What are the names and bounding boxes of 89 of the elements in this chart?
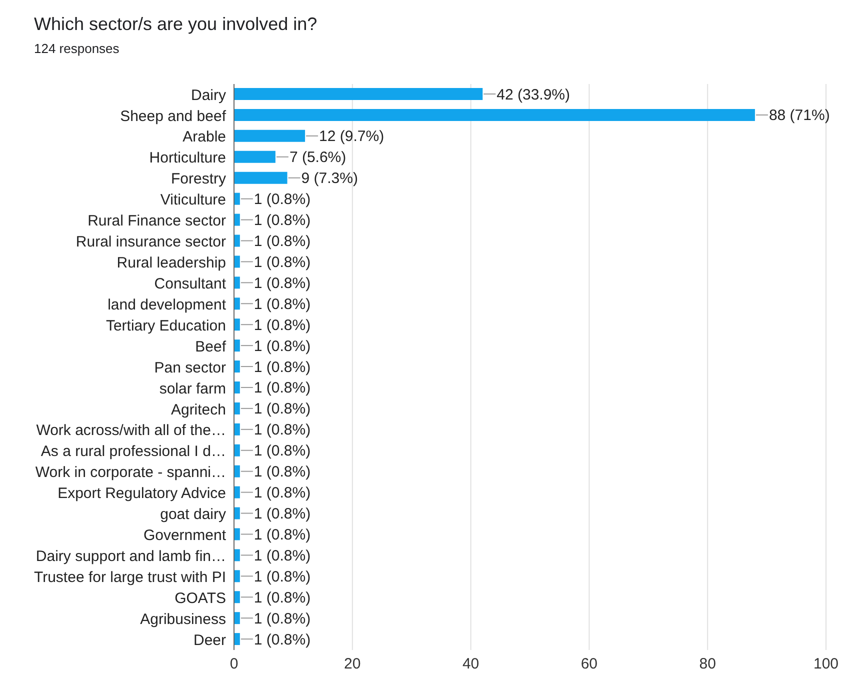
- data-label: 9 (7.3%): [301, 170, 358, 188]
- y-tick-label: Rural Finance sector: [88, 212, 226, 230]
- y-tick-label: Trustee for large trust with PI: [34, 568, 226, 586]
- y-tick-label: Export Regulatory Advice: [58, 485, 226, 502]
- y-tick-label: Sheep and beef: [120, 108, 227, 125]
- y-tick-label: Forestry: [170, 170, 226, 188]
- bar: [234, 360, 240, 373]
- data-label: 1 (0.8%): [254, 442, 311, 460]
- y-tick-label: Arable: [182, 128, 226, 146]
- data-label: 88 (71%): [768, 107, 830, 124]
- data-label: 1 (0.8%): [254, 526, 311, 544]
- bar: [234, 528, 240, 540]
- bar: [234, 612, 240, 624]
- bar: [234, 423, 240, 436]
- y-tick-label: Work across/with all of the…: [36, 422, 226, 440]
- data-label: 1 (0.8%): [254, 484, 311, 502]
- y-tick-label: Government: [143, 527, 227, 544]
- x-tick-label: 100: [813, 656, 839, 673]
- chart-title: Which sector/s are you involved in?: [34, 14, 318, 35]
- y-tick-label: Rural insurance sector: [76, 234, 226, 251]
- bar: [234, 549, 240, 562]
- x-tick-label: 0: [230, 656, 238, 673]
- y-tick-label: Dairy support and lamb fin…: [36, 548, 226, 565]
- bar: [234, 214, 240, 226]
- y-tick-label: As a rural professional I d…: [40, 443, 226, 460]
- bar: [234, 381, 240, 394]
- y-tick-label: Consultant: [154, 275, 227, 292]
- data-label: 1 (0.8%): [254, 400, 311, 418]
- y-tick-label: GOATS: [174, 590, 226, 607]
- data-label: 1 (0.8%): [254, 296, 311, 313]
- y-tick-label: Pan sector: [154, 359, 226, 376]
- data-label: 1 (0.8%): [254, 358, 311, 376]
- y-tick-label: solar farm: [159, 380, 226, 398]
- bar: [234, 591, 240, 604]
- x-tick-label: 40: [462, 656, 480, 673]
- data-label: 1 (0.8%): [254, 338, 311, 355]
- data-label: 1 (0.8%): [254, 380, 311, 397]
- x-tick-label: 80: [699, 656, 716, 673]
- data-label: 1 (0.8%): [254, 232, 311, 250]
- bar: [234, 192, 240, 205]
- bar: [234, 276, 240, 289]
- y-tick-label: Beef: [195, 338, 227, 356]
- bar: [234, 340, 240, 352]
- y-tick-label: Deer: [193, 632, 226, 649]
- bar: [234, 130, 306, 142]
- data-label: 1 (0.8%): [254, 547, 311, 564]
- y-tick-label: Tertiary Education: [106, 317, 226, 334]
- data-label: 7 (5.6%): [289, 149, 346, 166]
- y-tick-label: land development: [108, 296, 227, 314]
- bar: [234, 172, 288, 184]
- bar: [234, 234, 240, 247]
- y-tick-label: Work in corporate - spanni…: [35, 464, 226, 482]
- data-label: 1 (0.8%): [254, 254, 311, 271]
- data-label: 12 (9.7%): [319, 128, 384, 146]
- y-tick-label: Dairy: [190, 86, 226, 104]
- x-tick-label: 60: [580, 656, 598, 673]
- bar: [234, 256, 240, 268]
- bar: [234, 507, 240, 520]
- data-label: 1 (0.8%): [254, 274, 311, 292]
- data-label: 1 (0.8%): [254, 568, 311, 586]
- y-tick-label: Rural leadership: [116, 254, 226, 272]
- text: 124 responses: [34, 41, 120, 56]
- bar: [234, 570, 240, 582]
- bar: [234, 633, 240, 646]
- bar: [234, 150, 276, 163]
- data-label: 1 (0.8%): [254, 610, 311, 628]
- bar: [234, 402, 240, 414]
- data-label: 1 (0.8%): [254, 589, 311, 606]
- data-label: 1 (0.8%): [254, 506, 311, 523]
- data-label: 1 (0.8%): [254, 191, 311, 208]
- data-label: 1 (0.8%): [254, 212, 311, 230]
- data-label: 1 (0.8%): [254, 316, 311, 334]
- bar: [234, 465, 240, 478]
- data-label: 1 (0.8%): [254, 631, 311, 648]
- data-label: 42 (33.9%): [496, 86, 570, 104]
- bar: [234, 444, 240, 456]
- bar: [234, 88, 483, 100]
- bar: [234, 486, 240, 498]
- y-tick-label: Horticulture: [149, 150, 226, 167]
- y-tick-label: Agritech: [170, 401, 226, 418]
- data-label: 1 (0.8%): [254, 422, 311, 439]
- bar: [234, 108, 755, 121]
- data-label: 1 (0.8%): [254, 464, 311, 481]
- x-tick-label: 20: [344, 656, 361, 673]
- bar: [234, 318, 240, 331]
- y-tick-label: goat dairy: [160, 506, 226, 524]
- y-tick-label: Viticulture: [160, 192, 226, 209]
- bar: [234, 298, 240, 310]
- y-tick-label: Agribusiness: [140, 610, 226, 628]
